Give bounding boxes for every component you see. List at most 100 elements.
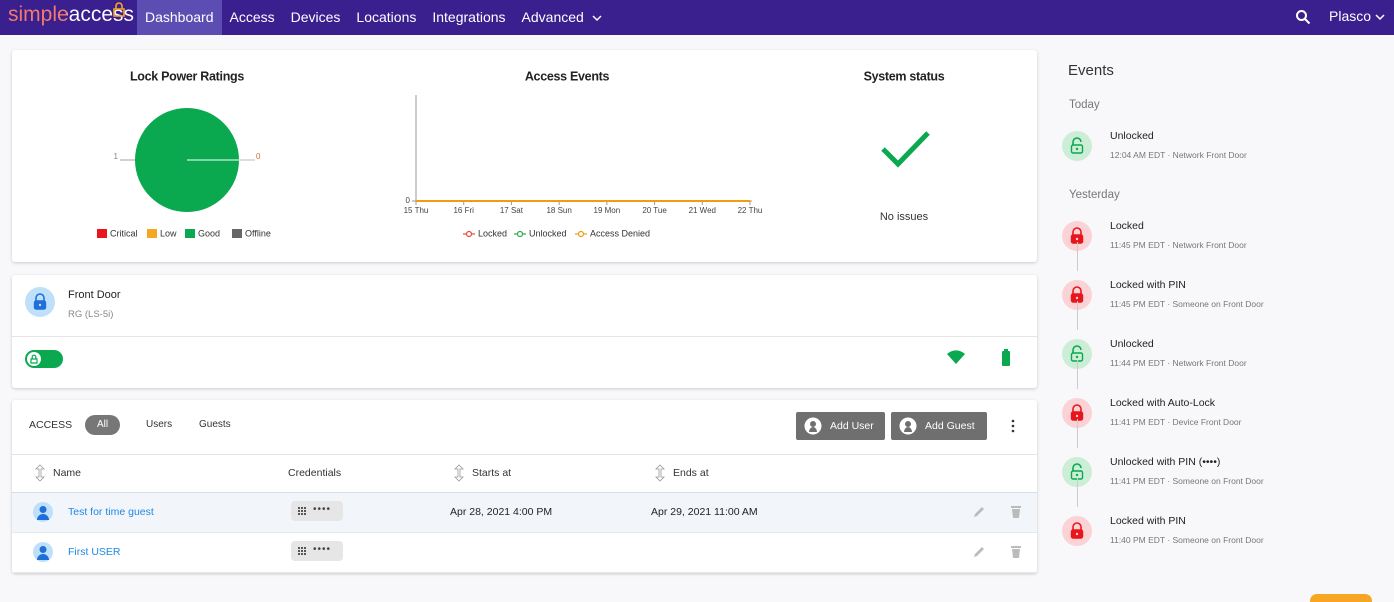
- checkmark: [881, 131, 930, 168]
- avatar-icon: [804, 417, 822, 435]
- column-header[interactable]: Name: [53, 467, 82, 479]
- battery-body: [1002, 351, 1010, 366]
- credential-mask: ••••: [313, 504, 332, 515]
- events-title: Events: [1068, 62, 1114, 79]
- access-label: ACCESS: [29, 419, 73, 431]
- pie-label: 1: [114, 152, 119, 161]
- dot: [1011, 424, 1015, 428]
- tab[interactable]: All: [85, 415, 121, 435]
- table-row: Test for time guest •••• Apr 28, 2021 4:00…: [12, 493, 1037, 533]
- keypad-dot: [298, 553, 300, 555]
- keypad-dot: [298, 507, 300, 509]
- timeline-connector: [1077, 242, 1078, 271]
- legend-label: Good: [198, 228, 220, 238]
- chevron-path: [592, 15, 602, 22]
- keypad-dot: [301, 507, 303, 509]
- divider: [12, 492, 1037, 493]
- legend-label: Locked: [478, 228, 507, 238]
- event-time: 11:45 PM EDT · Network Front Door: [1110, 240, 1247, 250]
- logo[interactable]: simpleaccess: [8, 3, 135, 26]
- start-date: Apr 28, 2021 4:00 PM: [450, 506, 553, 518]
- keypad-dot: [304, 510, 306, 512]
- user-name[interactable]: Test for time guest: [68, 506, 154, 518]
- keypad-dot: [298, 547, 300, 549]
- sort-shape: [454, 464, 464, 482]
- wifi-shape: [947, 350, 965, 364]
- shackle: [1072, 137, 1082, 145]
- event-time: 11:45 PM EDT · Someone on Front Door: [1110, 299, 1264, 309]
- nav-item[interactable]: Devices: [290, 9, 341, 25]
- keypad-dot: [301, 513, 303, 515]
- delete-icon[interactable]: [1010, 504, 1022, 519]
- tab[interactable]: Users: [146, 419, 173, 430]
- column-header[interactable]: Ends at: [673, 467, 709, 479]
- pencil: [974, 507, 984, 517]
- user-menu[interactable]: Plasco: [1329, 8, 1372, 24]
- action-button[interactable]: Add Guest: [891, 412, 987, 440]
- edit-icon[interactable]: [972, 505, 986, 519]
- delete-icon[interactable]: [1010, 544, 1022, 559]
- nav-item[interactable]: Access: [229, 9, 275, 25]
- divider: [12, 454, 1037, 455]
- credential-pill: ••••: [291, 501, 343, 521]
- event-time: 12:04 AM EDT · Network Front Door: [1110, 150, 1247, 160]
- tab[interactable]: Guests: [199, 419, 231, 430]
- legend-swatch: [147, 229, 157, 238]
- avatar-shape: [37, 546, 49, 560]
- table-row: First USER ••••: [12, 533, 1037, 573]
- nav-bar: simpleaccess Dashboard Access Devices Locati…: [0, 0, 1394, 35]
- lock-icon: [1062, 457, 1092, 487]
- user-avatar: [33, 542, 53, 562]
- avatar-shape: [37, 506, 49, 520]
- nav-item[interactable]: Advanced: [514, 0, 610, 35]
- keypad-dot: [301, 553, 303, 555]
- shackle: [1072, 463, 1082, 471]
- pie-label: 0: [256, 152, 261, 161]
- nav-item[interactable]: Integrations: [432, 9, 506, 25]
- lock-icon: [1062, 398, 1092, 428]
- event-group-label: Yesterday: [1069, 189, 1120, 201]
- timeline-connector: [1077, 301, 1078, 330]
- event-title: Locked with PIN: [1110, 515, 1186, 527]
- legend-swatch: [185, 229, 195, 238]
- shackle: [1072, 522, 1082, 530]
- edit-icon[interactable]: [972, 545, 986, 559]
- shackle: [1072, 345, 1082, 353]
- search-icon[interactable]: [1295, 9, 1311, 25]
- sort-icon[interactable]: [655, 464, 665, 482]
- user-avatar: [33, 502, 53, 522]
- nav-item[interactable]: Locations: [356, 9, 417, 25]
- x-tick-label: 18 Sun: [546, 206, 571, 215]
- icon-bg: [1062, 339, 1092, 369]
- battery-cap: [1004, 349, 1008, 352]
- keyhole: [1075, 296, 1079, 300]
- timeline-connector: [1077, 478, 1078, 507]
- avatar-shape: [809, 421, 817, 432]
- logo-lock-shape: [113, 2, 125, 17]
- lock-toggle[interactable]: [24, 349, 64, 369]
- column-header[interactable]: Starts at: [472, 467, 512, 479]
- legend-swatch: [97, 229, 107, 238]
- legend-label: Low: [160, 228, 177, 238]
- keyhole: [1075, 532, 1079, 536]
- nav-items: Dashboard Access Devices Locations Integrati…: [137, 0, 610, 35]
- sort-icon[interactable]: [454, 464, 464, 482]
- event-title: Unlocked with PIN (••••): [1110, 456, 1221, 468]
- nav-item[interactable]: Dashboard: [137, 0, 222, 35]
- user-name[interactable]: First USER: [68, 546, 121, 558]
- x-tick-label: 22 Thu: [738, 206, 763, 215]
- action-button[interactable]: Add User: [796, 412, 885, 440]
- divider: [12, 336, 1037, 337]
- trash: [1011, 506, 1021, 518]
- lock-icon: [1062, 516, 1092, 546]
- timeline-connector: [1077, 419, 1078, 448]
- x-tick-label: 17 Sat: [500, 206, 524, 215]
- floating-button[interactable]: [1310, 594, 1372, 602]
- toggle-lock: [30, 354, 38, 364]
- more-menu[interactable]: [1009, 418, 1017, 434]
- x-tick-label: 19 Mon: [594, 206, 621, 215]
- sort-icon[interactable]: [35, 464, 45, 482]
- icon-bg: [1062, 457, 1092, 487]
- sort-shape: [655, 464, 665, 482]
- keypad-icon: [298, 507, 306, 515]
